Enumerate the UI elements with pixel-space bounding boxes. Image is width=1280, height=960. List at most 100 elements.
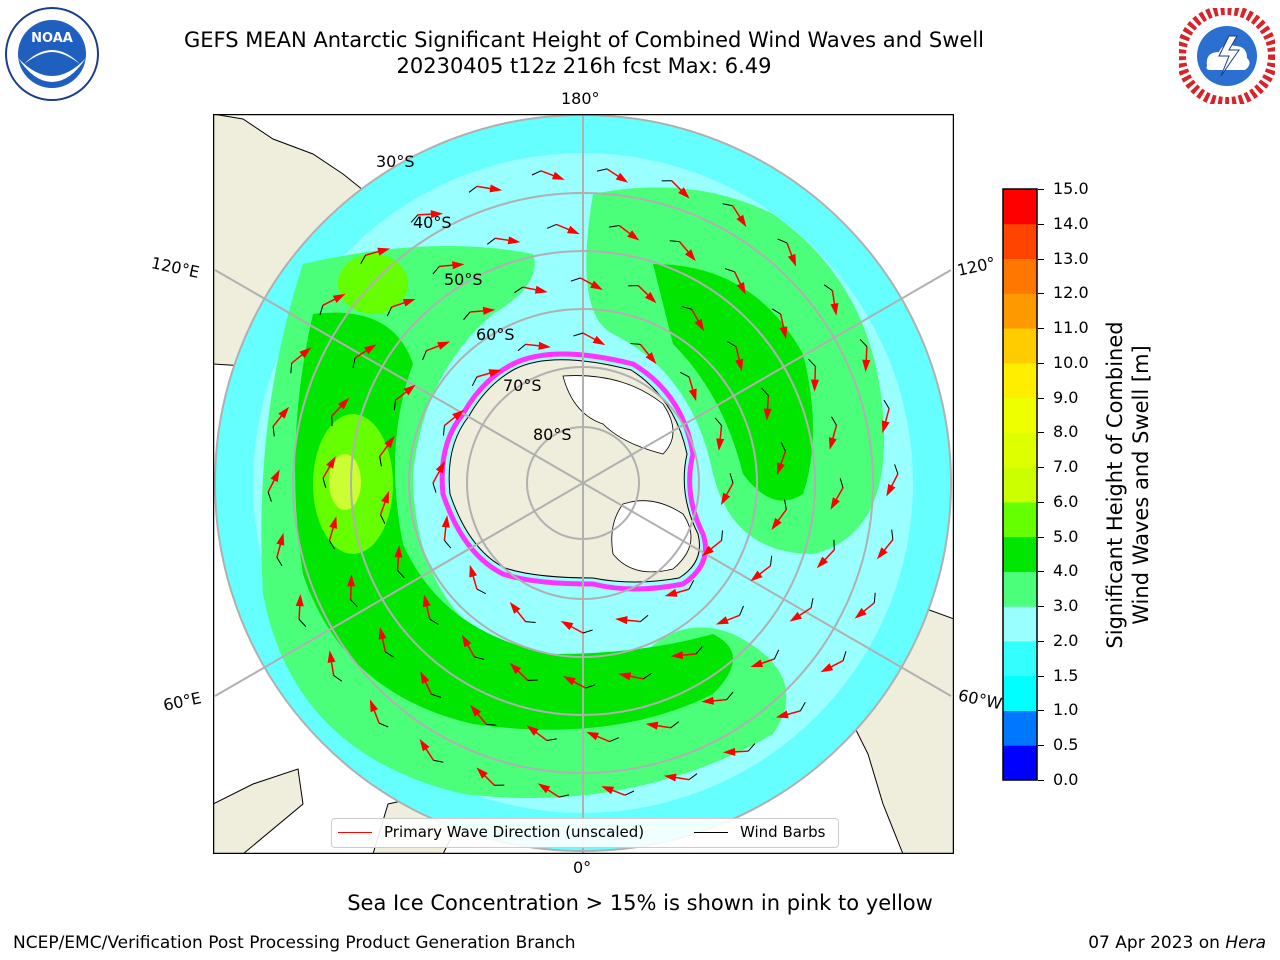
colorbar-segment xyxy=(1003,328,1037,364)
wave-arrow-head xyxy=(551,171,565,180)
wind-barb xyxy=(721,530,723,541)
wind-barb xyxy=(431,693,442,698)
wind-barb xyxy=(570,277,581,282)
colorbar-tick-label: 12.0 xyxy=(1053,283,1089,303)
wave-arrow-head xyxy=(715,616,729,625)
colorbar-tick-label: 7.0 xyxy=(1053,457,1079,477)
wind-barb xyxy=(329,540,335,550)
colorbar-tick-label: 0.5 xyxy=(1053,735,1079,755)
wave-arrow-head xyxy=(420,671,430,685)
wave-arrow-head xyxy=(789,611,802,622)
wind-barb xyxy=(397,570,405,579)
wave-arrow-head xyxy=(452,409,465,421)
wave-arrow-head xyxy=(684,249,696,262)
wind-barb xyxy=(276,557,283,567)
wind-barb xyxy=(726,691,734,700)
wave-arrow-head xyxy=(295,594,304,607)
wave-arrow-head xyxy=(278,406,290,419)
lat-label-70s: 70°S xyxy=(503,376,542,395)
wave-arrow-head xyxy=(326,456,336,469)
wave-arrow-head xyxy=(488,369,502,378)
lat-label-30s: 30°S xyxy=(376,152,415,171)
wave-direction-arrows xyxy=(267,168,899,798)
colorbar-segment xyxy=(1003,640,1037,677)
wave-arrow-head xyxy=(509,601,521,614)
wave-arrow-head xyxy=(645,721,659,730)
wave-arrow-head xyxy=(402,298,416,307)
colorbar-segment xyxy=(1003,571,1037,607)
wave-arrow-head xyxy=(507,236,521,245)
wave-arrow-head xyxy=(779,326,788,340)
wind-barb xyxy=(695,645,703,655)
colorbar-tick-label: 10.0 xyxy=(1053,352,1089,372)
colorbar-tick-mark xyxy=(1038,745,1044,747)
wind-barb xyxy=(486,237,496,245)
wave-arrow-head xyxy=(830,497,840,510)
wave-arrow-head xyxy=(452,261,465,270)
wind-barb xyxy=(380,514,386,524)
wave-arrow-head xyxy=(763,408,772,421)
colorbar-segment xyxy=(1003,501,1037,538)
wave-arrow-head xyxy=(378,626,387,640)
wind-barb xyxy=(319,305,324,315)
wind-barb xyxy=(322,478,327,488)
wind-barb xyxy=(640,614,649,622)
wave-arrow-head xyxy=(720,492,731,506)
wind-barb xyxy=(839,478,844,488)
colorbar-tick-mark xyxy=(1038,223,1044,225)
wave-arrow-head xyxy=(369,699,379,713)
wave-arrow-head xyxy=(816,556,829,569)
wave-arrow-head xyxy=(615,616,628,625)
wind-barb xyxy=(643,672,652,680)
colorbar-segment xyxy=(1003,467,1037,503)
wind-barb xyxy=(352,357,356,368)
wave-arrow-head xyxy=(476,767,488,779)
wind-barb xyxy=(630,343,641,345)
wind-barb xyxy=(681,306,692,310)
wave-arrow-head xyxy=(881,420,890,434)
colorbar-tick-mark xyxy=(1038,710,1044,712)
footer-date: 07 Apr 2023 on Hera xyxy=(1088,933,1266,953)
wind-barb xyxy=(739,605,744,616)
wind-barb xyxy=(525,621,536,623)
colorbar-tick-label: 13.0 xyxy=(1053,248,1089,268)
wave-arrow-head xyxy=(430,210,444,219)
nws-logo xyxy=(1179,8,1275,104)
colorbar-tick-mark xyxy=(1038,640,1044,642)
colorbar-segment xyxy=(1003,710,1037,746)
wind-barb xyxy=(761,387,769,396)
sea-ice-note: Sea Ice Concentration > 15% is shown in … xyxy=(347,891,933,915)
wave-arrow-head xyxy=(701,696,714,705)
wind-barb xyxy=(290,363,293,374)
colorbar-segment xyxy=(1003,536,1037,572)
wave-arrow-head xyxy=(590,280,603,290)
map-legend: Primary Wave Direction (unscaled) Wind B… xyxy=(331,818,839,848)
wave-arrow-head xyxy=(886,483,896,497)
chart-subtitle: 20230405 t12z 216h fcst Max: 6.49 xyxy=(396,54,772,78)
lon-label-120e: 120°E xyxy=(149,253,202,282)
wind-barb xyxy=(747,743,756,752)
colorbar-tick-mark xyxy=(1038,606,1044,608)
colorbar-tick-label: 11.0 xyxy=(1053,318,1089,338)
wind-barb xyxy=(894,464,899,475)
wind-barb xyxy=(476,588,487,595)
wave-arrow-head xyxy=(566,225,580,235)
wave-arrow-head xyxy=(526,725,539,736)
wave-arrow-head xyxy=(470,704,482,717)
wave-arrow-head xyxy=(771,517,782,531)
wind-barb xyxy=(433,759,444,763)
wind-barb xyxy=(609,737,619,743)
wave-arrow-head xyxy=(563,676,576,686)
wave-arrow-head xyxy=(332,293,346,303)
wave-arrow-head xyxy=(618,672,632,681)
wave-arrow-head xyxy=(777,462,785,476)
wind-barb xyxy=(784,499,787,510)
colorbar xyxy=(1002,188,1038,781)
wind-barb xyxy=(770,555,773,566)
wave-arrow-head xyxy=(601,786,615,795)
colorbar-tick-label: 0.0 xyxy=(1053,770,1079,789)
colorbar-tick-label: 2.0 xyxy=(1053,630,1079,650)
wave-arrow-head xyxy=(419,738,430,752)
wind-barb xyxy=(486,723,497,726)
wave-arrow-head xyxy=(441,515,450,528)
